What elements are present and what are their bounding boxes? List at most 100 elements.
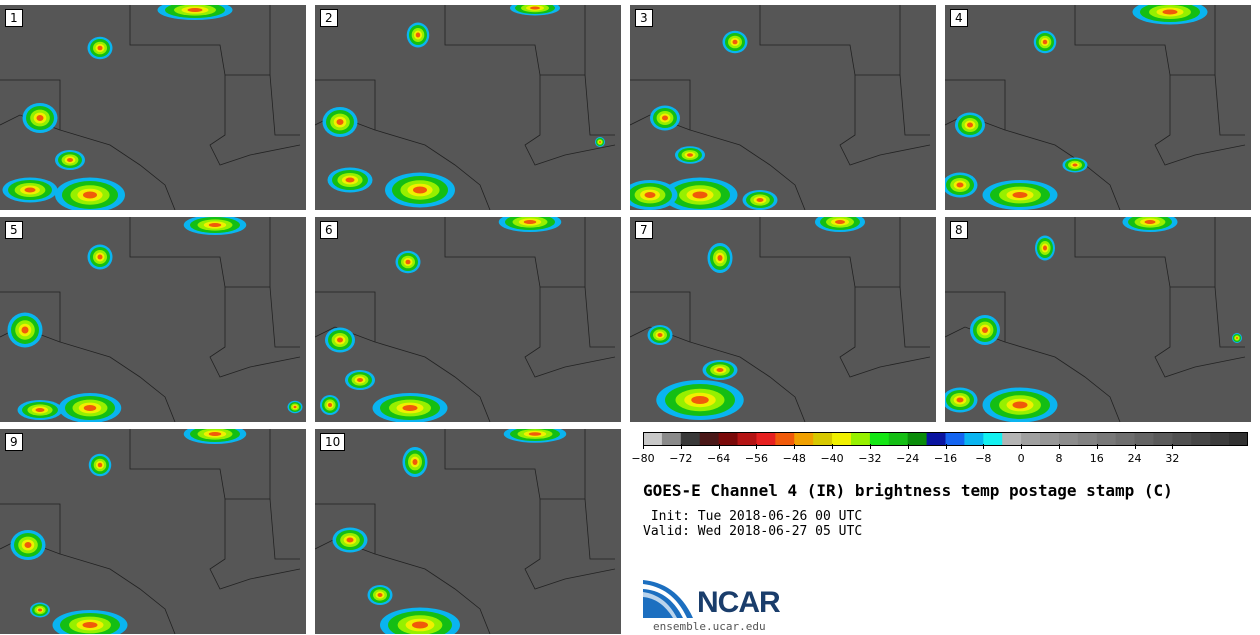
state-boundary (899, 286, 930, 348)
colorbar-segment (1040, 432, 1060, 446)
state-boundary (1074, 217, 1216, 288)
colorbar-tick-label: −64 (707, 452, 731, 465)
cloud-cell (36, 115, 44, 121)
cloud-cell (1042, 39, 1048, 45)
colorbar-tick (869, 444, 871, 449)
state-boundary (1154, 287, 1246, 378)
colorbar-tick (945, 444, 947, 449)
state-boundary (315, 79, 491, 210)
ensemble-member-panel: 2 (315, 5, 621, 210)
colorbar-segment (869, 432, 890, 446)
satellite-ir-map (0, 217, 306, 422)
state-boundary (129, 429, 271, 500)
cloud-cell (1236, 337, 1238, 339)
cloud-cell (24, 187, 36, 193)
state-boundary (584, 498, 615, 560)
valid-time: Valid: Wed 2018-06-27 05 UTC (643, 524, 863, 539)
cloud-cell (83, 405, 97, 411)
colorbar-tick (643, 444, 644, 449)
cloud-cell (1043, 245, 1047, 251)
colorbar-tick (1172, 444, 1174, 449)
cloud-cell (644, 192, 656, 198)
state-boundary (269, 286, 300, 348)
state-boundary (129, 5, 271, 76)
state-boundary (524, 75, 616, 166)
cloud-cell (405, 259, 411, 265)
state-boundary (209, 499, 301, 590)
cloud-cell (412, 459, 418, 465)
cloud-cell (97, 45, 103, 51)
colorbar-tick-label: 8 (1055, 452, 1063, 465)
colorbar-tick-label: 32 (1165, 452, 1180, 465)
state-boundary (839, 75, 931, 166)
cloud-cell (662, 115, 668, 121)
state-boundary (0, 79, 176, 210)
state-boundary (209, 287, 301, 378)
colorbar-segment (888, 432, 909, 446)
colorbar-segment (1191, 432, 1211, 446)
colorbar-tick (718, 444, 720, 449)
colorbar-segment (1002, 432, 1022, 446)
panel-number-label: 6 (320, 221, 338, 239)
state-boundary (444, 429, 586, 500)
colorbar-segment (1058, 432, 1079, 446)
cloud-cell (35, 408, 45, 412)
cloud-cell (1012, 401, 1028, 409)
ensemble-member-panel: 10 (315, 429, 621, 634)
state-boundary (899, 74, 930, 136)
cloud-cell (956, 397, 964, 403)
state-boundary (945, 79, 1121, 210)
state-boundary (839, 287, 931, 378)
state-boundary (584, 286, 615, 348)
colorbar-tick (832, 444, 834, 449)
satellite-ir-map (945, 217, 1251, 422)
cloud-cell (67, 158, 73, 162)
state-boundary (1214, 74, 1245, 136)
state-boundary (945, 291, 1121, 422)
panel-number-label: 10 (320, 433, 346, 451)
colorbar-segment (1021, 432, 1041, 446)
cloud-cell (24, 542, 32, 548)
colorbar-segment (945, 432, 965, 446)
state-boundary (1214, 286, 1245, 348)
cloud-cell (346, 537, 354, 543)
state-boundary (759, 5, 901, 76)
ensemble-member-panel: 3 (630, 5, 936, 210)
colorbar-segment (983, 432, 1003, 446)
colorbar-tick (1058, 444, 1060, 449)
state-boundary (444, 5, 586, 76)
colorbar-tick-label: −32 (858, 452, 882, 465)
ncar-logo-icon (643, 580, 693, 618)
colorbar-tick (1134, 444, 1136, 449)
state-boundary (1154, 75, 1246, 166)
cloud-cell (336, 119, 344, 125)
colorbar-tick (907, 444, 909, 449)
cloud-cell (717, 255, 723, 261)
colorbar-segment (1229, 432, 1248, 446)
colorbar-segment (1172, 432, 1192, 446)
colorbar-segment (794, 432, 814, 446)
state-boundary (0, 503, 176, 634)
colorbar-segment (756, 432, 776, 446)
cloud-cell (97, 462, 103, 468)
colorbar-segment (907, 432, 928, 446)
colorbar-tick (756, 444, 758, 449)
colorbar-segment (1077, 432, 1098, 446)
cloud-cell (756, 198, 764, 202)
satellite-ir-map (315, 217, 621, 422)
state-boundary (315, 326, 376, 343)
cloud-cell (21, 326, 29, 334)
colorbar-segment (775, 432, 795, 446)
ensemble-member-panel: 6 (315, 217, 621, 422)
state-boundary (269, 74, 300, 136)
colorbar-segment (964, 432, 984, 446)
colorbar-segment (1115, 432, 1136, 446)
ncar-logo-text: NCAR (697, 586, 781, 619)
panel-number-label: 1 (5, 9, 23, 27)
satellite-ir-map (945, 5, 1251, 210)
cloud-cell (528, 432, 542, 436)
state-boundary (1074, 5, 1216, 76)
cloud-cell (208, 223, 222, 227)
panel-number-label: 8 (950, 221, 968, 239)
state-boundary (444, 217, 586, 288)
